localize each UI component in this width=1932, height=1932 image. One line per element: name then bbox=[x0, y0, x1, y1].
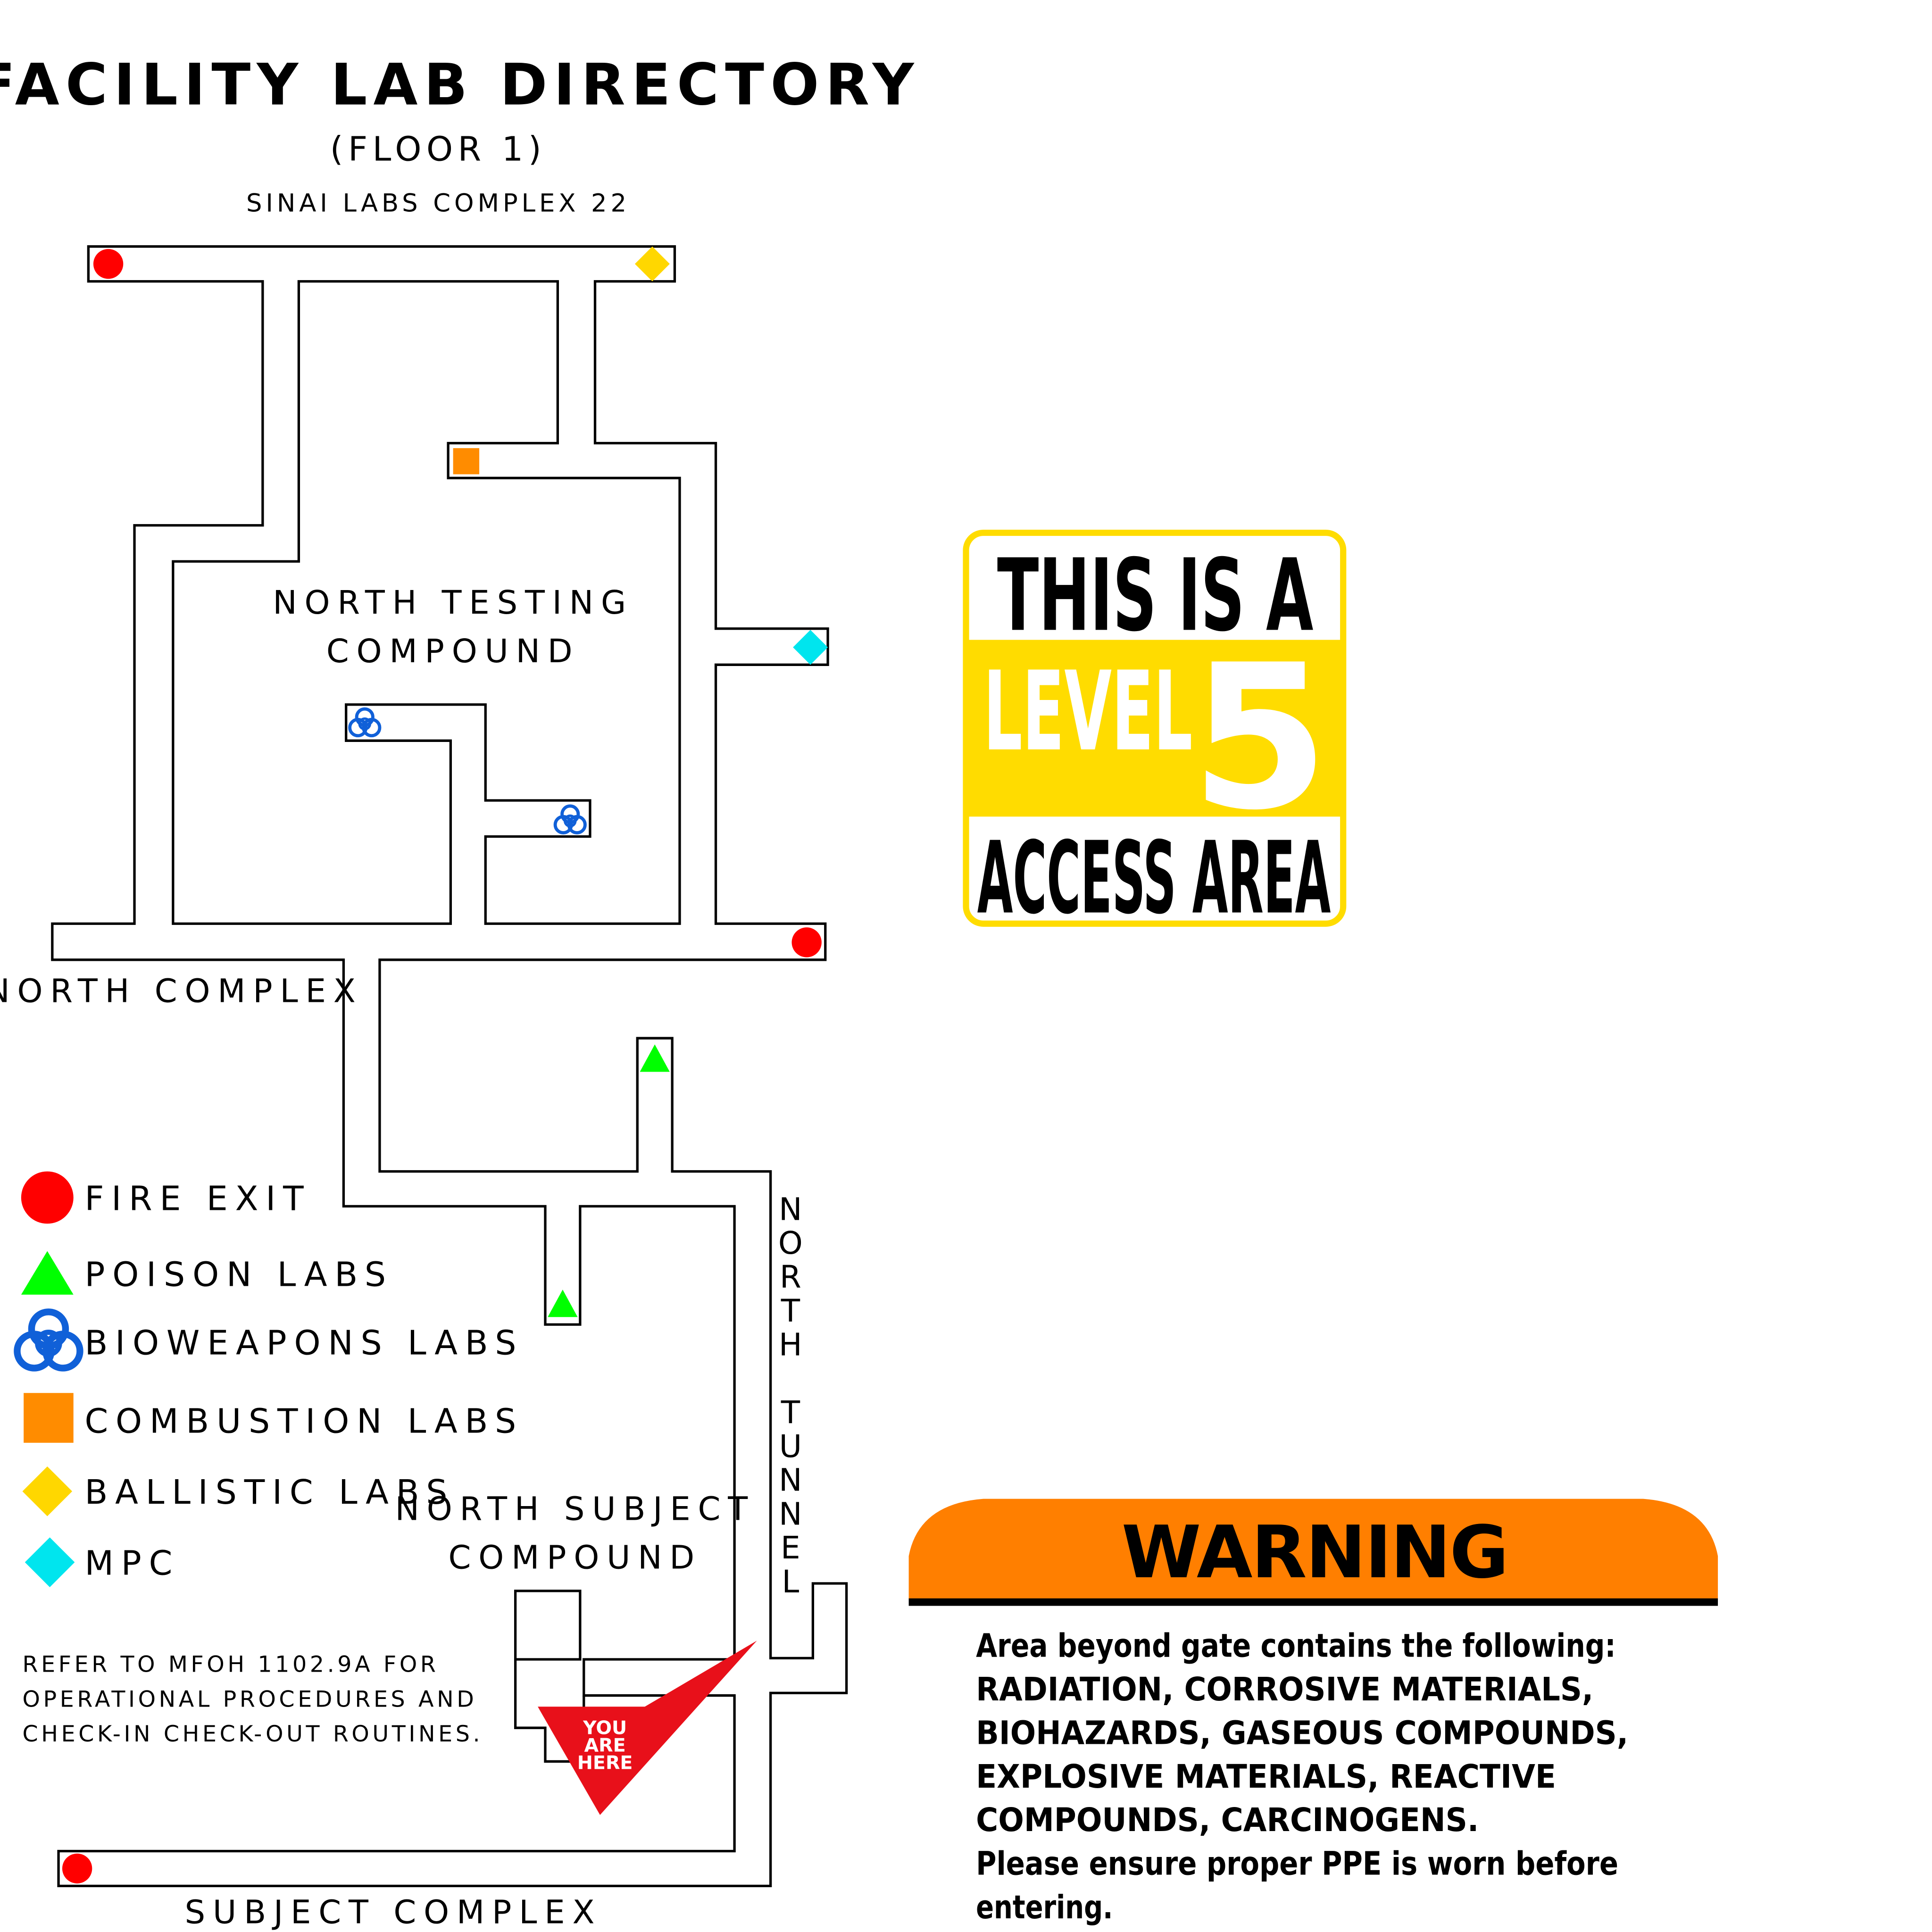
complex-label: SINAI LABS COMPLEX 22 bbox=[246, 189, 630, 218]
area-label-north-complex: NORTH COMPLEX bbox=[0, 973, 363, 1010]
poison-labs-icon bbox=[548, 1290, 578, 1317]
legend-note: OPERATIONAL PROCEDURES AND bbox=[23, 1686, 477, 1712]
ballistic-labs-icon bbox=[22, 1466, 73, 1516]
warning-line: Area beyond gate contains the following: bbox=[976, 1627, 1616, 1665]
warning-line: EXPLOSIVE MATERIALS, REACTIVE bbox=[976, 1758, 1556, 1796]
corridor-map bbox=[51, 245, 848, 1887]
legend-label: COMBUSTION LABS bbox=[84, 1402, 524, 1441]
area-label-north-testing: COMPOUND bbox=[326, 633, 580, 670]
level-sign-level-word: LEVEL bbox=[983, 648, 1192, 775]
tunnel-letter: R bbox=[780, 1259, 801, 1295]
legend-note: REFER TO MFOH 1102.9A FOR bbox=[23, 1651, 439, 1677]
combustion-labs-icon bbox=[24, 1393, 74, 1443]
tunnel-letter: O bbox=[778, 1225, 803, 1261]
map-title: FACILITY LAB DIRECTORY bbox=[0, 51, 920, 118]
fire-exit-icon bbox=[791, 927, 822, 958]
warning-title: WARNING bbox=[1122, 1511, 1508, 1595]
tunnel-letter: N bbox=[779, 1191, 802, 1227]
mpc-icon bbox=[793, 630, 828, 665]
tunnel-letter: H bbox=[779, 1327, 802, 1363]
level-sign-number: 5 bbox=[1191, 622, 1329, 854]
you-are-here-marker: YOU ARE HERE bbox=[538, 1641, 757, 1815]
fire-exit-icon bbox=[62, 1853, 92, 1884]
mpc-icon bbox=[25, 1537, 75, 1587]
fire-exit-icon bbox=[93, 249, 124, 279]
tunnel-letter: L bbox=[782, 1564, 799, 1600]
svg-text:HERE: HERE bbox=[577, 1752, 633, 1774]
svg-text:ARE: ARE bbox=[584, 1734, 626, 1756]
poison-labs-icon bbox=[21, 1251, 74, 1295]
legend-label: POISON LABS bbox=[84, 1255, 393, 1294]
legend-label: BIOWEAPONS LABS bbox=[84, 1323, 524, 1362]
warning-line: entering. bbox=[976, 1889, 1113, 1926]
warning-line: RADIATION, CORROSIVE MATERIALS, bbox=[976, 1671, 1593, 1708]
tunnel-letter: T bbox=[781, 1394, 800, 1431]
ballistic-labs-icon bbox=[634, 246, 670, 282]
warning-line: COMPOUNDS, CARCINOGENS. bbox=[976, 1801, 1479, 1839]
tunnel-letter: N bbox=[779, 1496, 802, 1532]
combustion-labs-icon bbox=[453, 448, 480, 475]
biohazard-icon bbox=[17, 1312, 80, 1368]
legend-note: CHECK-IN CHECK-OUT ROUTINES. bbox=[23, 1721, 483, 1747]
area-label-subject-complex: SUBJECT COMPLEX bbox=[185, 1894, 602, 1932]
tunnel-letter: T bbox=[781, 1293, 800, 1329]
tunnel-letter: N bbox=[779, 1462, 802, 1499]
area-label-north-subject: COMPOUND bbox=[449, 1539, 702, 1576]
fire-exit-icon bbox=[21, 1171, 74, 1224]
poison-labs-icon bbox=[640, 1044, 670, 1072]
warning-line: BIOHAZARDS, GASEOUS COMPOUNDS, bbox=[976, 1714, 1628, 1752]
level-sign-bottom: ACCESS AREA bbox=[977, 820, 1331, 936]
svg-text:YOU: YOU bbox=[583, 1717, 627, 1739]
tunnel-letter: E bbox=[781, 1530, 800, 1566]
level-sign-top: THIS IS A bbox=[997, 537, 1313, 653]
area-label-north-testing: NORTH TESTING bbox=[273, 584, 633, 622]
floor-label: (FLOOR 1) bbox=[330, 129, 546, 168]
legend-label: MPC bbox=[84, 1544, 180, 1583]
legend-label: FIRE EXIT bbox=[84, 1179, 311, 1218]
level-5-sign: THIS IS A LEVEL 5 ACCESS AREA bbox=[963, 529, 1347, 936]
legend-label: BALLISTIC LABS bbox=[84, 1473, 455, 1512]
legend: FIRE EXIT POISON LABS BIOWEAPONS LABS CO… bbox=[17, 1171, 524, 1747]
tunnel-letter: U bbox=[779, 1428, 802, 1465]
warning-line: Please ensure proper PPE is worn before bbox=[976, 1845, 1618, 1883]
warning-panel: WARNING Area beyond gate contains the fo… bbox=[908, 1499, 1718, 1926]
area-label-north-subject: NORTH SUBJECT bbox=[395, 1490, 755, 1528]
biohazard-icon bbox=[555, 806, 585, 833]
biohazard-icon bbox=[350, 709, 380, 736]
